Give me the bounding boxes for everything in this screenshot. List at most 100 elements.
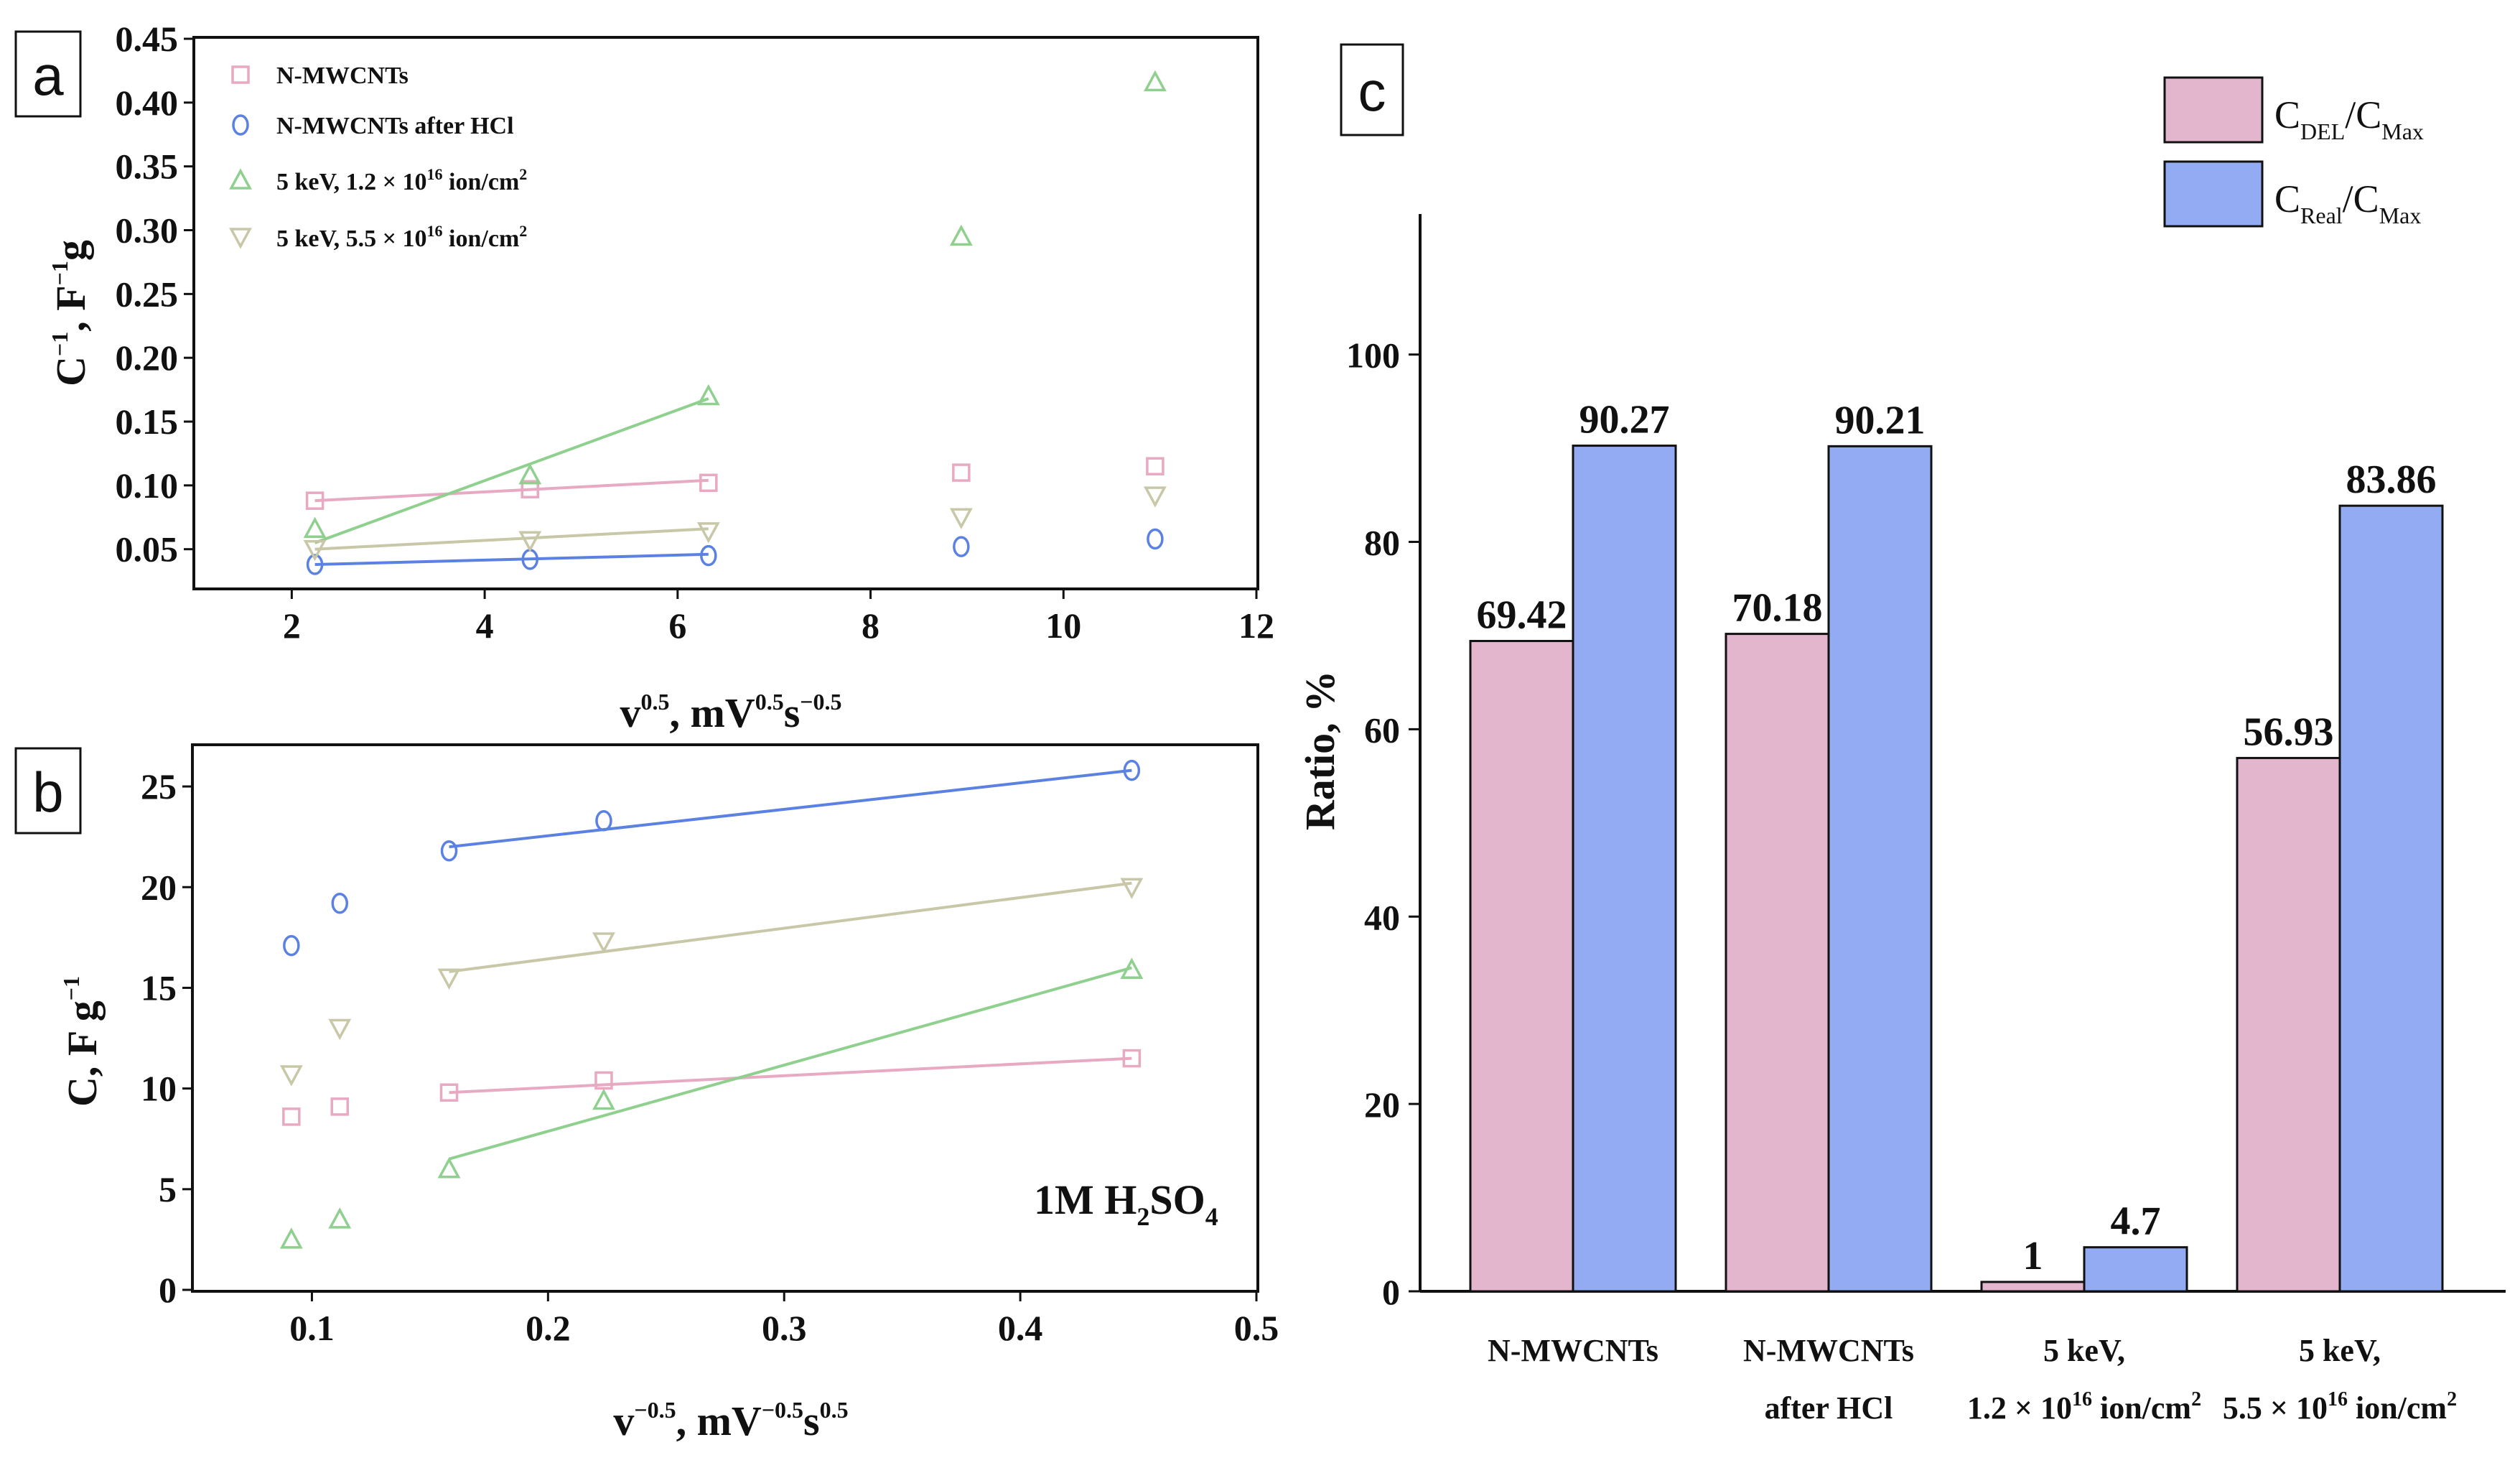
legend-label-ion12: 5 keV, 1.2 × 1016 ion/cm2 bbox=[276, 165, 527, 195]
y-tick-label: 0.15 bbox=[116, 401, 179, 442]
fit-line bbox=[314, 478, 709, 503]
category-label: N-MWCNTs bbox=[1488, 1333, 1658, 1368]
panel-a-xlabel: v0.5, mV0.5s−0.5 bbox=[620, 689, 841, 736]
x-tick-label: 6 bbox=[668, 605, 686, 646]
data-point bbox=[953, 536, 970, 557]
y-tick-label: 0.40 bbox=[116, 83, 179, 123]
panel-b: b 0.1 0.2 0.3 0.4 0.5 0 5 10 15 20 25 1M H2SO4 v−0… bbox=[14, 743, 1279, 1444]
data-point bbox=[592, 1088, 615, 1110]
data-point bbox=[328, 1207, 352, 1229]
legend-marker bbox=[232, 114, 249, 136]
legend-label-real: CReal/CMax bbox=[2274, 177, 2421, 228]
legend-label-del: CDEL/CMax bbox=[2274, 93, 2424, 144]
bar bbox=[1827, 445, 1933, 1293]
fit-line bbox=[314, 397, 709, 544]
x-tick-label: 4 bbox=[476, 605, 494, 646]
panel-c-legend: CDEL/CMax CReal/CMax bbox=[2163, 76, 2424, 228]
data-point bbox=[283, 934, 300, 957]
panel-a: a 2 4 6 8 10 12 0.05 0.10 0.15 0.20 0.25 0.30 0.35 0.… bbox=[14, 19, 1274, 736]
panel-a-letter: a bbox=[32, 44, 64, 107]
data-point bbox=[279, 1227, 303, 1249]
panel-c: c 0 20 40 60 80 100 69.42 90.27 70.18 90.21 1 4.7 5… bbox=[1297, 43, 2506, 1426]
data-point bbox=[518, 531, 542, 552]
y-tick-label: 0.35 bbox=[116, 147, 179, 187]
category-label-line2: 1.2 × 1016 ion/cm2 bbox=[1967, 1388, 2201, 1426]
panel-b-tag bbox=[14, 747, 82, 835]
data-point bbox=[303, 539, 327, 562]
y-tick-label: 15 bbox=[141, 967, 177, 1008]
data-point bbox=[330, 1097, 350, 1116]
legend-marker bbox=[231, 65, 250, 84]
y-tick-label: 5 bbox=[159, 1169, 177, 1209]
bar-label: 69.42 bbox=[1477, 593, 1567, 638]
fit-line bbox=[314, 527, 709, 551]
data-point bbox=[521, 480, 539, 498]
x-tick-label: 0.5 bbox=[1234, 1308, 1279, 1348]
panel-b-ticks: 0.1 0.2 0.3 0.4 0.5 0 5 10 15 20 25 bbox=[141, 766, 1279, 1348]
data-point bbox=[594, 1071, 613, 1090]
data-point bbox=[331, 892, 349, 914]
data-point bbox=[440, 840, 458, 862]
panel-b-annotation: 1M H2SO4 bbox=[1034, 1176, 1218, 1231]
panel-a-ylabel: C−1, F−1g bbox=[47, 240, 94, 386]
panel-c-tag bbox=[1340, 43, 1404, 136]
data-point bbox=[696, 522, 720, 544]
data-point bbox=[952, 463, 971, 482]
panel-c-bars: 69.42 90.27 70.18 90.21 1 4.7 56.93 83.86 bbox=[1469, 398, 2444, 1293]
panel-c-ticks: 0 20 40 60 80 100 bbox=[1346, 335, 1420, 1312]
bar bbox=[2236, 756, 2341, 1293]
panel-b-ylabel: C, F g−1 bbox=[58, 976, 106, 1107]
panel-a-legend-markers bbox=[229, 65, 252, 249]
y-tick-label: 20 bbox=[141, 867, 177, 907]
category-label: 5 keV, bbox=[2299, 1333, 2381, 1368]
panel-c-categories: N-MWCNTs N-MWCNTs after HCl 5 keV, 1.2 × 101… bbox=[1488, 1333, 2457, 1426]
y-tick-label: 60 bbox=[1364, 710, 1400, 750]
panel-a-frame bbox=[192, 36, 1259, 590]
y-tick-label: 0.20 bbox=[116, 338, 179, 378]
bar bbox=[1469, 640, 1574, 1293]
panel-b-fit-lines bbox=[448, 768, 1132, 1161]
legend-marker bbox=[229, 168, 252, 190]
legend-label-ion55: 5 keV, 5.5 × 1016 ion/cm2 bbox=[276, 222, 527, 252]
bar-label: 4.7 bbox=[2111, 1199, 2161, 1244]
y-tick-label: 80 bbox=[1364, 523, 1400, 563]
fit-line bbox=[449, 1056, 1132, 1095]
bar-label: 90.21 bbox=[1835, 398, 1926, 442]
data-point bbox=[696, 384, 720, 406]
y-tick-label: 25 bbox=[141, 766, 177, 807]
bar-label: 70.18 bbox=[1732, 586, 1823, 631]
data-point bbox=[305, 491, 325, 510]
data-point bbox=[306, 554, 324, 575]
legend-marker bbox=[229, 228, 252, 249]
y-tick-label: 20 bbox=[1364, 1084, 1400, 1125]
data-point bbox=[700, 544, 717, 567]
data-point bbox=[518, 463, 542, 485]
x-tick-label: 10 bbox=[1045, 605, 1081, 646]
panel-a-points bbox=[303, 70, 1167, 575]
x-tick-label: 0.1 bbox=[289, 1308, 335, 1348]
y-tick-label: 0.45 bbox=[116, 19, 179, 59]
data-point bbox=[439, 1083, 459, 1102]
bar bbox=[1725, 633, 1830, 1293]
fit-line bbox=[449, 881, 1132, 973]
data-point bbox=[592, 932, 615, 954]
panel-b-frame bbox=[191, 743, 1259, 1293]
data-point bbox=[699, 473, 718, 493]
fit-line bbox=[448, 966, 1132, 1161]
y-tick-label: 0.30 bbox=[116, 210, 179, 251]
category-label-line2: after HCl bbox=[1765, 1390, 1893, 1426]
y-tick-label: 0 bbox=[1382, 1272, 1400, 1312]
x-tick-label: 8 bbox=[862, 605, 879, 646]
x-tick-label: 0.3 bbox=[762, 1308, 807, 1348]
data-point bbox=[279, 1065, 303, 1087]
bar bbox=[2083, 1246, 2188, 1293]
legend-label-nmwcnt: N-MWCNTs bbox=[276, 62, 409, 89]
x-tick-label: 2 bbox=[283, 605, 301, 646]
y-tick-label: 40 bbox=[1364, 897, 1400, 937]
legend-swatch-del bbox=[2163, 76, 2264, 144]
category-label: 5 keV, bbox=[2043, 1333, 2125, 1368]
y-tick-label: 0.05 bbox=[116, 529, 179, 570]
data-point bbox=[1146, 457, 1165, 475]
data-point bbox=[949, 508, 973, 529]
